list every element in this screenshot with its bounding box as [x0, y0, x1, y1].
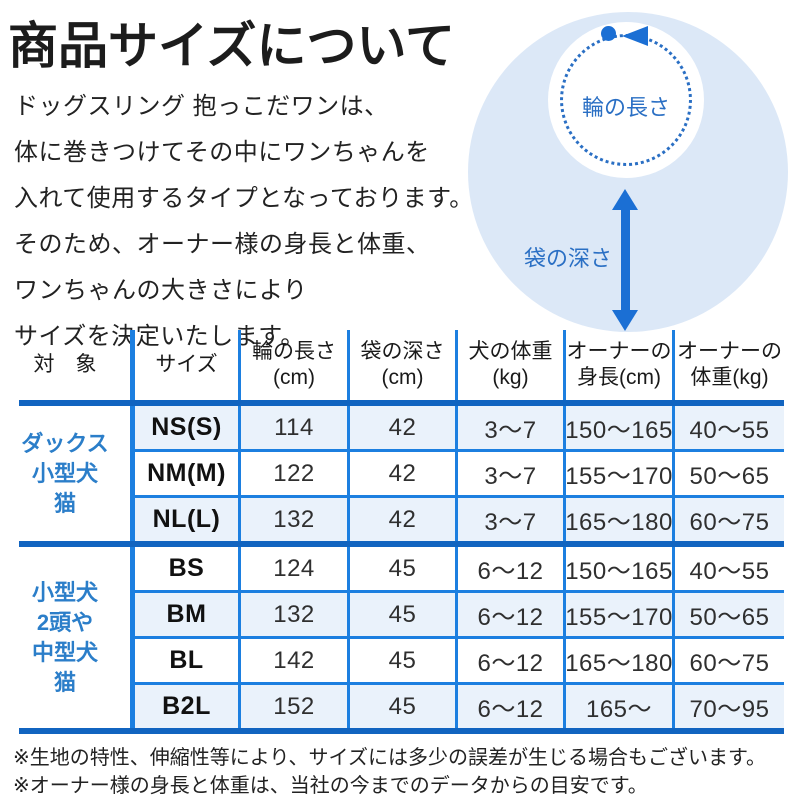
cell-owner-height: 150〜165 — [565, 406, 675, 449]
divider-line — [19, 728, 784, 734]
loop-arrowhead-icon — [622, 26, 648, 46]
cell-owner-weight: 50〜65 — [675, 452, 784, 495]
table-row: NS(S) 114 42 3〜7 150〜165 40〜55 — [135, 406, 784, 452]
intro-line: ドッグスリング 抱っこだワンは、 — [14, 93, 389, 120]
cell-loop: 132 — [241, 498, 350, 541]
table-header-row: 対 象 サイズ 輪の長さ (cm) 袋の深さ (cm) 犬の体重 (kg) オー… — [0, 330, 784, 400]
bag-depth-label: 袋の深さ — [523, 246, 612, 271]
cell-loop: 152 — [241, 685, 350, 728]
cell-owner-weight: 40〜55 — [675, 406, 784, 449]
loop-start-dot-icon — [601, 26, 616, 41]
table-row: BS 124 45 6〜12 150〜165 40〜55 — [135, 547, 784, 593]
header-owner-height: オーナーの 身長(cm) — [566, 330, 675, 400]
depth-arrow-down-icon — [612, 310, 638, 331]
table-row: B2L 152 45 6〜12 165〜 70〜95 — [135, 685, 784, 728]
depth-arrow-icon — [621, 206, 630, 312]
cell-owner-height: 150〜165 — [565, 547, 675, 590]
cell-loop: 132 — [241, 593, 350, 636]
cell-owner-height: 155〜170 — [565, 593, 675, 636]
header-size: サイズ — [135, 330, 241, 400]
intro-line: そのため、オーナー様の身長と体重、 — [14, 231, 431, 258]
intro-text: ドッグスリング 抱っこだワンは、 体に巻きつけてその中にワンちゃんを 入れて使用… — [14, 84, 474, 360]
size-table: 対 象 サイズ 輪の長さ (cm) 袋の深さ (cm) 犬の体重 (kg) オー… — [0, 330, 784, 734]
cell-size: BM — [135, 593, 241, 636]
page-title: 商品サイズについて — [8, 18, 455, 74]
intro-line: サイズを決定いたします。 — [14, 323, 305, 350]
size-diagram: 輪の長さ 袋の深さ — [0, 0, 800, 340]
intro-line: 体に巻きつけてその中にワンちゃんを — [14, 139, 430, 166]
cell-loop: 124 — [241, 547, 350, 590]
table-row: BL 142 45 6〜12 165〜180 60〜75 — [135, 639, 784, 685]
cell-size: NM(M) — [135, 452, 241, 495]
cell-depth: 45 — [350, 639, 458, 682]
cell-size: NL(L) — [135, 498, 241, 541]
cell-owner-weight: 60〜75 — [675, 498, 784, 541]
cell-loop: 142 — [241, 639, 350, 682]
note-line: ※生地の特性、伸縮性等により、サイズには多少の誤差が生じる場合もございます。 — [13, 747, 766, 769]
cell-loop: 114 — [241, 406, 350, 449]
table-group-dachshund: ダックス 小型犬 猫 NS(S) 114 42 3〜7 150〜165 40〜5… — [0, 406, 784, 541]
intro-line: 入れて使用するタイプとなっております。 — [14, 185, 474, 212]
cell-depth: 45 — [350, 547, 458, 590]
cell-size: BS — [135, 547, 241, 590]
divider-line — [19, 541, 784, 547]
cell-depth: 42 — [350, 498, 458, 541]
cell-depth: 45 — [350, 685, 458, 728]
loop-length-label: 輪の長さ — [581, 95, 670, 120]
table-row: NM(M) 122 42 3〜7 155〜170 50〜65 — [135, 452, 784, 498]
depth-arrow-up-icon — [612, 189, 638, 210]
header-target: 対 象 — [0, 330, 135, 400]
note-line: ※オーナー様の身長と体重は、当社の今までのデータからの目安です。 — [13, 775, 648, 797]
footnotes: ※生地の特性、伸縮性等により、サイズには多少の誤差が生じる場合もございます。 ※… — [13, 744, 766, 800]
cell-owner-height: 165〜180 — [565, 498, 675, 541]
header-bag-depth: 袋の深さ (cm) — [350, 330, 458, 400]
cell-owner-height: 165〜180 — [565, 639, 675, 682]
divider-line — [19, 400, 784, 406]
cell-owner-height: 155〜170 — [565, 452, 675, 495]
table-row: BM 132 45 6〜12 155〜170 50〜65 — [135, 593, 784, 639]
cell-dog-weight: 6〜12 — [458, 685, 566, 728]
cell-dog-weight: 3〜7 — [458, 498, 566, 541]
cell-owner-weight: 70〜95 — [675, 685, 784, 728]
cell-dog-weight: 6〜12 — [458, 547, 566, 590]
cell-owner-height: 165〜 — [566, 685, 675, 728]
header-owner-weight: オーナーの 体重(kg) — [677, 340, 782, 389]
cell-dog-weight: 3〜7 — [458, 452, 566, 495]
cell-size: B2L — [135, 685, 241, 728]
cell-dog-weight: 6〜12 — [458, 593, 566, 636]
cell-dog-weight: 6〜12 — [458, 639, 566, 682]
cell-loop: 122 — [241, 452, 350, 495]
cell-size: BL — [135, 639, 241, 682]
cell-depth: 42 — [350, 406, 458, 449]
group-label: ダックス 小型犬 猫 — [0, 406, 135, 541]
group-label: 小型犬 2頭や 中型犬 猫 — [0, 547, 135, 728]
cell-owner-weight: 50〜65 — [675, 593, 784, 636]
cell-owner-weight: 40〜55 — [675, 547, 784, 590]
cell-dog-weight: 3〜7 — [458, 406, 566, 449]
cell-size: NS(S) — [135, 406, 241, 449]
header-dog-weight: 犬の体重 (kg) — [458, 330, 566, 400]
table-group-small-medium: 小型犬 2頭や 中型犬 猫 BS 124 45 6〜12 150〜165 40〜… — [0, 547, 784, 728]
header-loop-length: 輪の長さ (cm) — [241, 330, 350, 400]
cell-owner-weight: 60〜75 — [675, 639, 784, 682]
cell-depth: 42 — [350, 452, 458, 495]
intro-line: ワンちゃんの大きさにより — [14, 277, 308, 304]
cell-depth: 45 — [350, 593, 458, 636]
table-row: NL(L) 132 42 3〜7 165〜180 60〜75 — [135, 498, 784, 541]
